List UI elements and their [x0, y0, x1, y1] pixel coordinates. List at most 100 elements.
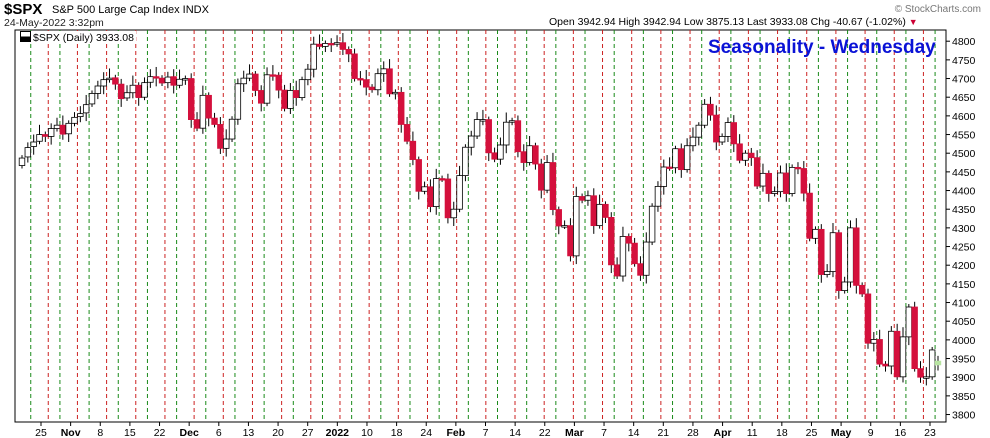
candle-body: [893, 330, 901, 378]
candle-body: [187, 78, 195, 120]
candle-body: [415, 159, 422, 192]
y-tick-label: 3900: [952, 372, 976, 384]
candle-body: [182, 78, 189, 81]
candle: [619, 226, 627, 282]
candle-body: [310, 43, 317, 70]
down-arrow-icon: ▼: [908, 17, 918, 27]
x-tick-label: Feb: [447, 427, 466, 438]
candle: [771, 186, 778, 197]
candle: [532, 142, 539, 170]
candle: [398, 87, 405, 133]
candle-body: [18, 157, 26, 166]
candle-body: [759, 172, 767, 187]
legend-text: $SPX (Daily) 3933.08: [33, 32, 134, 44]
candle-body: [777, 172, 784, 193]
candle-body: [508, 120, 516, 123]
candle-body: [240, 77, 247, 85]
candle-body: [806, 192, 813, 239]
x-tick-label: 20: [272, 427, 284, 438]
candle-body: [520, 151, 527, 163]
candle: [363, 69, 370, 96]
x-tick-label: Dec: [180, 427, 199, 438]
candle-body: [468, 135, 475, 148]
y-tick-label: 4100: [952, 298, 976, 310]
y-tick-label: 4400: [952, 186, 976, 198]
candle-body: [386, 68, 393, 95]
y-tick-label: 3800: [952, 410, 976, 422]
candle-body: [275, 74, 282, 91]
x-tick-label: 24: [420, 427, 432, 438]
candle: [263, 67, 271, 107]
candle: [934, 355, 942, 371]
candle-body: [351, 53, 358, 79]
candle-body: [666, 166, 673, 169]
x-tick-label: 18: [391, 427, 403, 438]
candle-body: [923, 376, 930, 379]
y-tick-label: 4700: [952, 74, 976, 86]
candle-body: [427, 186, 434, 207]
x-tick-label: 25: [35, 427, 47, 438]
candle: [304, 63, 312, 86]
candle: [409, 131, 417, 166]
chart-datetime: 24-May-2022 3:32pm: [4, 17, 104, 29]
candle: [555, 206, 562, 235]
candle-body: [573, 196, 580, 257]
y-tick-label: 4200: [952, 260, 976, 272]
symbol-description: S&P 500 Large Cap Index INDX: [52, 4, 209, 16]
candle-body: [53, 124, 61, 129]
candle-body: [199, 94, 207, 129]
candle-body: [613, 264, 621, 277]
candle-body: [847, 227, 854, 283]
candle: [514, 115, 522, 158]
candle-body: [858, 284, 866, 295]
candle: [310, 36, 317, 78]
candle-body: [281, 89, 288, 109]
candle: [718, 133, 726, 145]
candle-body: [374, 73, 382, 91]
candle-body: [742, 152, 749, 161]
candle-body: [707, 103, 714, 116]
candle: [823, 264, 831, 278]
candle-body: [532, 145, 539, 165]
candle: [36, 124, 43, 145]
candle-body: [368, 86, 376, 91]
candle-body: [549, 162, 557, 210]
candle: [117, 78, 125, 107]
candle-body: [765, 172, 773, 194]
candle: [345, 46, 352, 63]
candle-body: [258, 90, 265, 104]
y-tick-label: 3950: [952, 354, 976, 366]
candle-body: [590, 195, 597, 227]
candle-body: [911, 306, 918, 370]
candle: [806, 183, 813, 242]
candle: [736, 134, 743, 164]
x-tick-label: 22: [539, 427, 551, 438]
candle-body: [823, 271, 831, 275]
y-tick-label: 4550: [952, 130, 976, 142]
candle-body: [304, 68, 312, 81]
candle-body: [36, 134, 43, 142]
open-value: 3942.94: [577, 16, 616, 28]
candle: [462, 144, 469, 182]
candle-body: [882, 363, 889, 367]
candle-body: [223, 138, 230, 149]
candle: [608, 212, 615, 274]
y-tick-label: 4250: [952, 242, 976, 254]
candle: [695, 122, 702, 146]
candle: [485, 116, 492, 162]
candle-body: [234, 83, 242, 120]
last-value: 3933.08: [769, 16, 808, 28]
y-tick-label: 4300: [952, 223, 976, 235]
x-tick-label: 14: [628, 427, 640, 438]
candle-body: [683, 145, 691, 171]
candle-body: [77, 113, 84, 118]
candle: [433, 168, 440, 215]
candle-body: [112, 77, 119, 85]
candle: [403, 116, 411, 145]
candle-body: [497, 144, 504, 160]
x-tick-label: 16: [895, 427, 907, 438]
candle-body: [246, 73, 253, 79]
candle: [205, 92, 212, 127]
candle: [147, 69, 154, 88]
candle-body: [928, 349, 936, 378]
